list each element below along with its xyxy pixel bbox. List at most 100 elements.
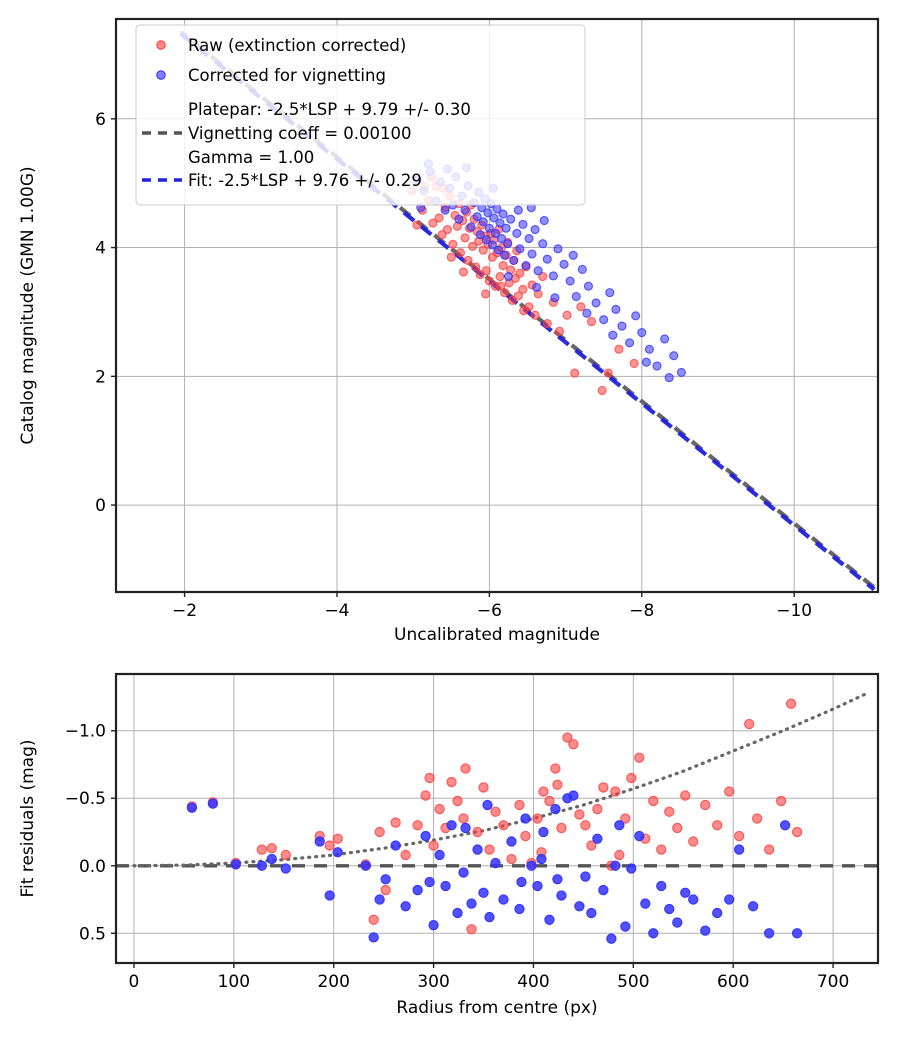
data-point: [538, 826, 549, 838]
data-point: [574, 901, 585, 912]
data-point: [490, 228, 501, 238]
data-point: [672, 917, 683, 928]
data-point: [446, 820, 457, 831]
data-point: [734, 830, 745, 842]
data-point: [606, 933, 617, 944]
data-point: [672, 822, 683, 834]
data-point: [700, 799, 711, 811]
data-point: [458, 267, 469, 277]
xtick-label-bottom: 100: [218, 972, 250, 992]
legend-label-raw: Raw (extinction corrected): [188, 36, 406, 55]
data-point: [518, 219, 528, 229]
data-point: [509, 255, 519, 265]
data-point: [605, 288, 615, 298]
data-point: [656, 880, 667, 892]
data-point: [775, 795, 787, 807]
legend-label-platepar-line: Vignetting coeff = 0.00100: [188, 124, 412, 143]
data-point: [712, 907, 723, 919]
data-point: [586, 840, 597, 851]
xtick-label-top: −6: [477, 601, 502, 621]
data-point: [475, 230, 485, 240]
data-point: [669, 351, 679, 361]
data-point: [437, 230, 447, 240]
data-point: [498, 894, 509, 905]
data-point: [571, 291, 581, 302]
data-point: [452, 907, 463, 919]
data-point: [785, 698, 797, 709]
ticks-top: −2 −4 −6 −8 −10 0 2 4 6: [95, 110, 812, 621]
data-point: [533, 266, 543, 276]
data-point: [550, 763, 561, 774]
data-point: [471, 262, 481, 272]
ytick-label-bottom: −0.5: [65, 789, 106, 809]
yaxis-label-top: Catalog magnitude (GMN 1.00G): [18, 166, 38, 444]
data-point: [544, 914, 555, 925]
data-point: [734, 844, 745, 855]
fit-residuals-axes: 0 100 200 300 400 500 600 700 0.5 0.0 −0.5 −1.0 Radi…: [18, 672, 880, 1018]
data-point: [412, 220, 422, 230]
data-point: [498, 820, 509, 831]
data-point: [664, 373, 674, 383]
data-point: [634, 830, 645, 842]
data-point: [460, 205, 470, 215]
data-point: [460, 763, 471, 774]
data-point: [610, 860, 621, 871]
data-point: [503, 239, 513, 249]
data-point: [515, 244, 525, 254]
data-point: [688, 836, 699, 847]
data-point: [501, 223, 511, 233]
xaxis-label-top: Uncalibrated magnitude: [394, 625, 600, 645]
data-point: [626, 863, 637, 874]
data-point: [552, 874, 563, 885]
data-point: [390, 840, 401, 851]
ytick-label-bottom: 0.5: [79, 924, 106, 944]
gridlines-bottom: [116, 674, 878, 963]
data-point: [484, 844, 495, 855]
data-point: [521, 261, 531, 271]
xtick-label-top: −4: [324, 601, 349, 621]
data-point: [620, 921, 631, 932]
data-point: [532, 880, 543, 892]
data-point: [448, 239, 458, 249]
data-point: [186, 802, 198, 813]
data-point: [513, 291, 523, 301]
data-point: [493, 245, 504, 255]
data-point: [484, 911, 495, 923]
data-point: [574, 809, 585, 820]
data-point: [360, 860, 371, 871]
xtick-label-bottom: 300: [417, 972, 449, 992]
data-point: [332, 847, 343, 858]
data-point: [586, 317, 597, 327]
data-point: [472, 212, 482, 222]
data-point: [542, 254, 552, 264]
data-point: [455, 248, 465, 258]
data-point: [700, 925, 711, 936]
data-point: [507, 295, 517, 305]
data-point: [518, 284, 528, 294]
data-point: [568, 250, 578, 260]
data-point: [490, 857, 501, 869]
data-point: [570, 368, 580, 378]
data-point: [368, 914, 379, 925]
data-point: [680, 887, 691, 898]
data-point: [460, 233, 470, 243]
data-point: [514, 799, 525, 811]
xtick-label-bottom: 500: [617, 972, 649, 992]
data-point: [412, 820, 423, 831]
data-point: [592, 833, 603, 844]
data-point: [256, 860, 267, 871]
data-point: [552, 779, 563, 790]
data-point: [526, 860, 537, 871]
data-point: [390, 817, 401, 828]
data-point: [583, 281, 593, 291]
data-point: [598, 782, 609, 793]
data-point: [478, 245, 488, 255]
data-point: [506, 214, 516, 224]
data-point: [481, 266, 491, 276]
legend-label-platepar-line: Gamma = 1.00: [188, 148, 314, 167]
data-point: [440, 880, 451, 892]
data-point: [458, 867, 469, 878]
data-point: [763, 928, 775, 939]
ytick-label-top: 2: [95, 367, 106, 387]
